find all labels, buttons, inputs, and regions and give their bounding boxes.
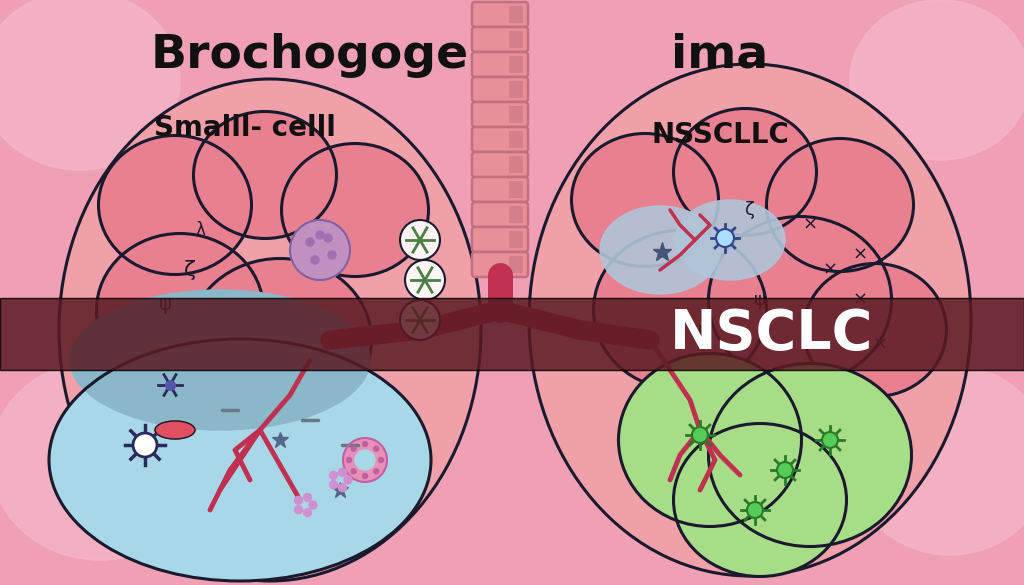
Text: λ: λ bbox=[195, 221, 205, 239]
Text: ×: × bbox=[852, 291, 867, 309]
Circle shape bbox=[343, 438, 387, 482]
Ellipse shape bbox=[0, 360, 210, 560]
FancyBboxPatch shape bbox=[472, 152, 528, 177]
Ellipse shape bbox=[195, 113, 335, 237]
Circle shape bbox=[351, 446, 356, 451]
FancyBboxPatch shape bbox=[472, 127, 528, 152]
Ellipse shape bbox=[805, 265, 945, 395]
FancyBboxPatch shape bbox=[509, 131, 523, 148]
FancyBboxPatch shape bbox=[0, 298, 1024, 370]
Text: Smalll- celll: Smalll- celll bbox=[154, 114, 336, 142]
FancyBboxPatch shape bbox=[509, 256, 523, 273]
FancyBboxPatch shape bbox=[472, 2, 528, 27]
FancyBboxPatch shape bbox=[509, 231, 523, 248]
Text: ×: × bbox=[872, 336, 888, 354]
Circle shape bbox=[339, 484, 346, 491]
Circle shape bbox=[309, 501, 317, 509]
Circle shape bbox=[316, 231, 324, 239]
Circle shape bbox=[374, 469, 379, 474]
Circle shape bbox=[822, 432, 838, 448]
FancyBboxPatch shape bbox=[472, 102, 528, 127]
Ellipse shape bbox=[600, 206, 720, 294]
FancyBboxPatch shape bbox=[509, 6, 523, 23]
Circle shape bbox=[311, 256, 319, 264]
Circle shape bbox=[746, 502, 763, 518]
Circle shape bbox=[344, 476, 352, 484]
Ellipse shape bbox=[60, 80, 480, 580]
Circle shape bbox=[346, 457, 351, 463]
Ellipse shape bbox=[530, 65, 970, 575]
Circle shape bbox=[351, 469, 356, 474]
Circle shape bbox=[290, 220, 350, 280]
Circle shape bbox=[355, 450, 375, 470]
Circle shape bbox=[374, 446, 379, 451]
Ellipse shape bbox=[573, 135, 717, 265]
Ellipse shape bbox=[620, 355, 800, 525]
Text: ζ: ζ bbox=[184, 260, 196, 280]
Circle shape bbox=[362, 442, 368, 446]
Ellipse shape bbox=[190, 260, 370, 420]
Circle shape bbox=[303, 508, 311, 517]
FancyBboxPatch shape bbox=[509, 81, 523, 98]
FancyBboxPatch shape bbox=[509, 206, 523, 223]
Ellipse shape bbox=[100, 137, 250, 273]
Text: ×: × bbox=[803, 216, 817, 234]
Ellipse shape bbox=[595, 232, 765, 388]
Circle shape bbox=[339, 469, 346, 476]
Circle shape bbox=[133, 433, 157, 457]
Ellipse shape bbox=[850, 365, 1024, 555]
Text: ψ: ψ bbox=[754, 291, 766, 309]
FancyBboxPatch shape bbox=[509, 106, 523, 123]
Circle shape bbox=[379, 457, 384, 463]
FancyBboxPatch shape bbox=[472, 77, 528, 102]
Ellipse shape bbox=[710, 218, 890, 382]
FancyBboxPatch shape bbox=[472, 227, 528, 252]
Text: ×: × bbox=[822, 261, 838, 279]
Ellipse shape bbox=[0, 0, 180, 170]
Circle shape bbox=[306, 238, 314, 246]
FancyBboxPatch shape bbox=[472, 252, 528, 277]
Ellipse shape bbox=[675, 110, 815, 234]
Circle shape bbox=[400, 220, 440, 260]
FancyBboxPatch shape bbox=[472, 52, 528, 77]
Circle shape bbox=[295, 496, 302, 504]
Ellipse shape bbox=[155, 421, 195, 439]
Text: ψ: ψ bbox=[159, 295, 171, 315]
FancyBboxPatch shape bbox=[472, 177, 528, 202]
Ellipse shape bbox=[70, 290, 370, 430]
FancyBboxPatch shape bbox=[472, 202, 528, 227]
Ellipse shape bbox=[50, 340, 430, 580]
Circle shape bbox=[328, 251, 336, 259]
FancyBboxPatch shape bbox=[472, 27, 528, 52]
FancyBboxPatch shape bbox=[509, 181, 523, 198]
FancyBboxPatch shape bbox=[509, 56, 523, 73]
Ellipse shape bbox=[710, 365, 910, 545]
Text: NSSCLLC: NSSCLLC bbox=[651, 121, 788, 149]
Circle shape bbox=[362, 473, 368, 479]
Ellipse shape bbox=[850, 0, 1024, 160]
Circle shape bbox=[716, 229, 734, 247]
FancyBboxPatch shape bbox=[509, 31, 523, 48]
Circle shape bbox=[295, 505, 302, 514]
Text: Brochogoge: Brochogoge bbox=[151, 33, 469, 77]
Circle shape bbox=[303, 493, 311, 501]
Text: NSCLC: NSCLC bbox=[670, 307, 873, 361]
Text: ψ: ψ bbox=[694, 321, 706, 339]
Ellipse shape bbox=[98, 235, 262, 385]
Circle shape bbox=[777, 462, 793, 478]
Ellipse shape bbox=[283, 145, 427, 275]
Circle shape bbox=[400, 300, 440, 340]
FancyBboxPatch shape bbox=[509, 156, 523, 173]
Text: ima: ima bbox=[672, 33, 769, 77]
Circle shape bbox=[324, 234, 332, 242]
Ellipse shape bbox=[675, 200, 785, 280]
Circle shape bbox=[692, 427, 708, 443]
Ellipse shape bbox=[675, 425, 845, 575]
Circle shape bbox=[330, 472, 338, 479]
Ellipse shape bbox=[768, 140, 912, 270]
Text: ζ: ζ bbox=[745, 201, 755, 219]
Circle shape bbox=[330, 481, 338, 488]
Circle shape bbox=[406, 260, 445, 300]
Text: ×: × bbox=[852, 246, 867, 264]
